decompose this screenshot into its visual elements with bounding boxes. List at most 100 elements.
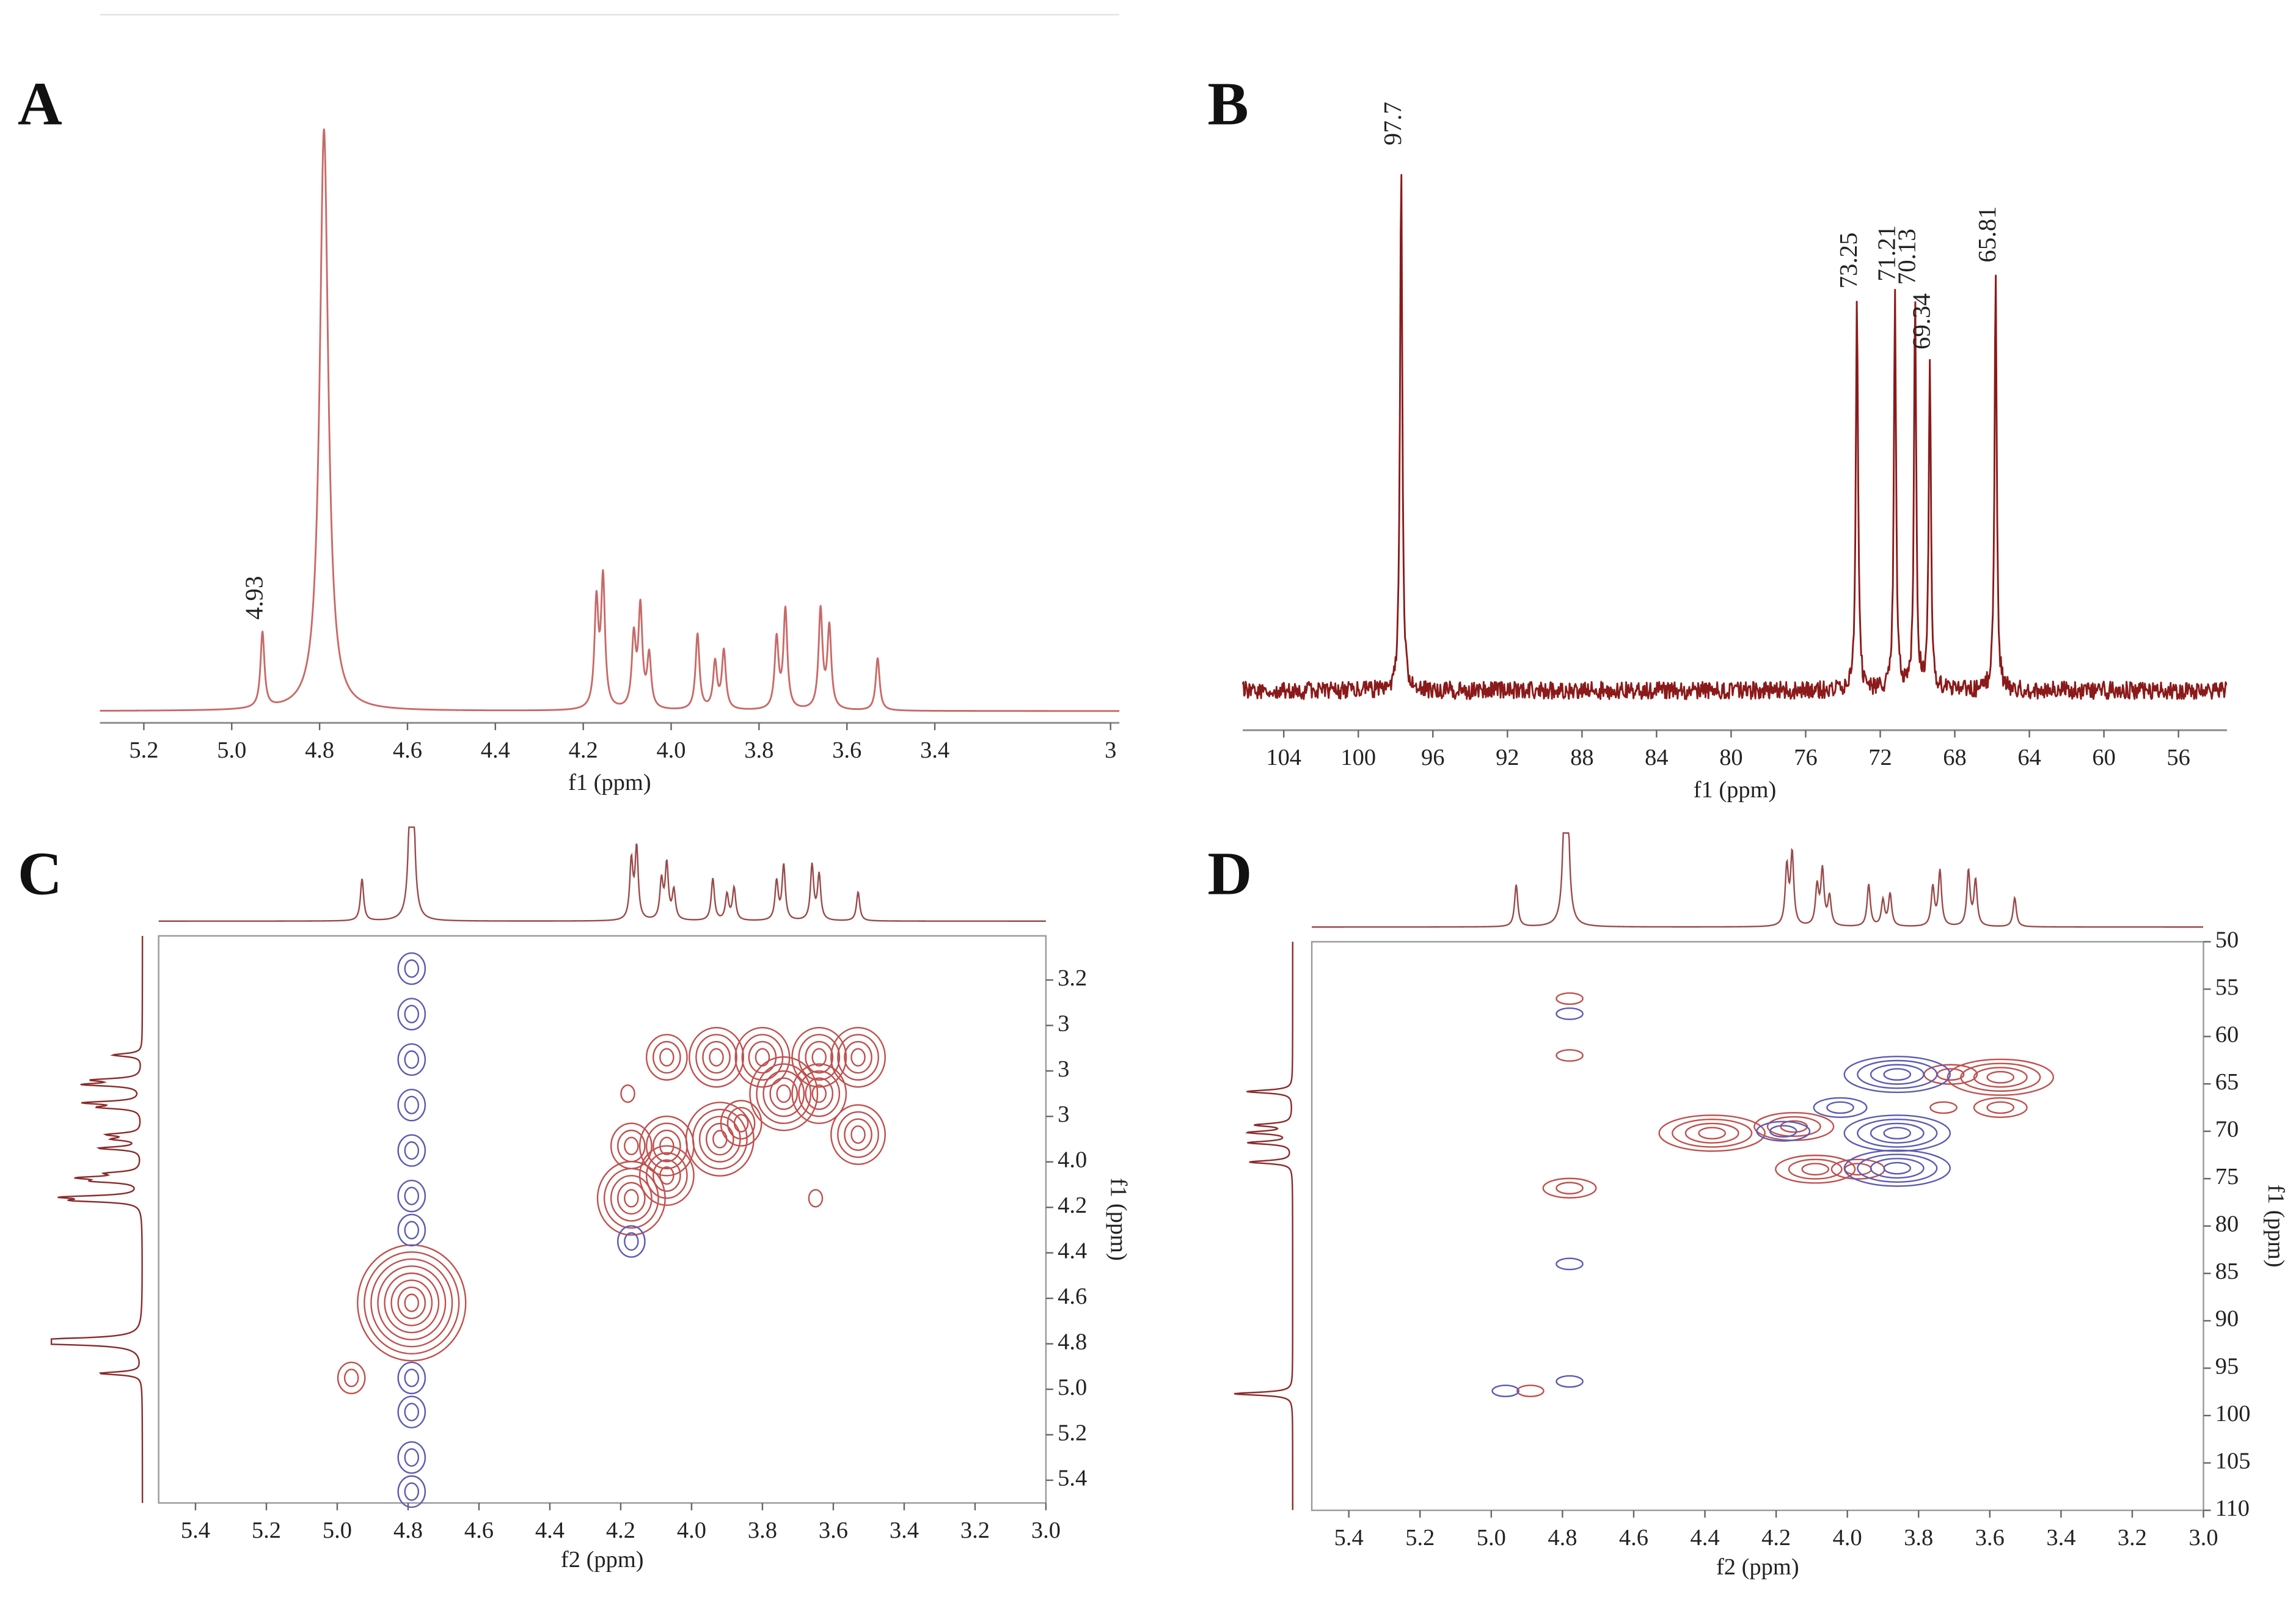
left-projection xyxy=(1234,941,1294,1510)
contour-peak xyxy=(1947,1058,2055,1096)
y-tick-label: 95 xyxy=(2215,1353,2239,1379)
contour-level xyxy=(837,1111,879,1158)
contour-level xyxy=(1766,1116,1821,1138)
contour-level xyxy=(748,1040,777,1074)
y-tick-label: 5.0 xyxy=(1058,1375,1087,1400)
contour-level xyxy=(645,1152,688,1199)
x-tick-label: 3.0 xyxy=(1031,1518,1061,1543)
x-tick-label: 3.2 xyxy=(2118,1525,2147,1551)
contour-level xyxy=(397,1395,426,1428)
contour-peak xyxy=(357,1244,467,1362)
peak-label: 4.93 xyxy=(240,576,268,620)
contour-peak xyxy=(749,1056,819,1131)
contour-peak xyxy=(397,1361,426,1395)
contour-level xyxy=(709,1048,724,1067)
spectrum-peak xyxy=(718,647,751,710)
contour-level xyxy=(397,1213,426,1247)
contour-level xyxy=(1883,1161,1912,1175)
contour-level xyxy=(1672,1118,1753,1148)
x-tick-label: 72 xyxy=(1868,745,1892,770)
peak-label: 70.13 xyxy=(1893,228,1920,285)
plot-frame xyxy=(158,935,1047,1504)
x-tick-label: 4.4 xyxy=(535,1518,565,1543)
y-tick-label: 110 xyxy=(2215,1496,2250,1521)
contour-level xyxy=(720,1100,762,1147)
contour-level xyxy=(1542,1177,1597,1199)
contour-peak xyxy=(397,1441,426,1474)
contour-level xyxy=(1556,1375,1584,1388)
contour-level xyxy=(404,1369,420,1387)
x-tick-label: 92 xyxy=(1496,745,1519,770)
contour-peak xyxy=(808,1189,824,1208)
contour-level xyxy=(805,1077,834,1110)
contour-level xyxy=(404,1141,420,1160)
x-tick-label: 56 xyxy=(2166,745,2190,770)
x-axis-label: f1 (ppm) xyxy=(1694,777,1777,803)
contour-peak xyxy=(397,952,426,985)
spectrum-peak xyxy=(824,621,854,710)
contour-level xyxy=(397,1179,426,1213)
peak-label: 65.81 xyxy=(1973,206,2001,263)
peak-label: 71.21 xyxy=(1873,225,1900,282)
contour-level xyxy=(1769,1125,1797,1138)
x-tick-label: 4.8 xyxy=(1548,1525,1577,1551)
contour-level xyxy=(1516,1384,1545,1398)
x-tick-label: 5.2 xyxy=(1405,1525,1435,1551)
left-projection xyxy=(50,935,144,1504)
contour-level xyxy=(689,1026,744,1088)
contour-peak xyxy=(1813,1097,1868,1118)
x-tick-label: 5.0 xyxy=(1477,1525,1506,1551)
x-tick-label: 3.2 xyxy=(960,1518,990,1543)
contour-level xyxy=(638,1145,695,1206)
contour-level xyxy=(749,1056,819,1131)
contour-level xyxy=(404,1293,420,1312)
y-axis-label: f1 (ppm) xyxy=(2263,1185,2289,1268)
contour-peak xyxy=(617,1225,646,1258)
y-tick-label: 75 xyxy=(2215,1164,2239,1190)
contour-level xyxy=(397,1441,426,1474)
x-tick-label: 4.6 xyxy=(464,1518,494,1543)
contour-level xyxy=(1960,1062,2041,1092)
spectrum-peak xyxy=(1875,288,1906,692)
x-tick-label: 84 xyxy=(1645,745,1668,770)
spectrum-peak xyxy=(1904,301,1924,679)
x-tick-label: 4.0 xyxy=(1833,1525,1862,1551)
contour-level xyxy=(1556,992,1584,1005)
x-tick-label: 3.4 xyxy=(920,737,949,763)
contour-peak xyxy=(1491,1384,1519,1398)
contour-level xyxy=(1973,1097,2028,1118)
contour-level xyxy=(1973,1067,2028,1088)
x-tick-label: 5.4 xyxy=(181,1518,210,1543)
y-axis-label: f1 (ppm) xyxy=(1105,1178,1131,1261)
x-tick-label: 3.6 xyxy=(1975,1525,2005,1551)
x-tick-label: 4.6 xyxy=(1619,1525,1648,1551)
spectrum-peak xyxy=(636,598,646,674)
x-tick-label: 3.0 xyxy=(2188,1525,2218,1551)
y-tick-label: 85 xyxy=(2215,1259,2239,1284)
contour-peak xyxy=(397,998,426,1031)
panel-label: C xyxy=(18,839,62,908)
x-tick-label: 4.2 xyxy=(606,1518,635,1543)
panel-label: D xyxy=(1207,839,1252,908)
spectrum-peak xyxy=(706,657,720,703)
x-tick-label: 96 xyxy=(1421,745,1444,770)
contour-level xyxy=(404,1221,420,1240)
contour-peak xyxy=(620,1084,635,1103)
y-tick-label: 100 xyxy=(2215,1401,2251,1427)
contour-level xyxy=(811,1084,827,1103)
contour-level xyxy=(397,952,426,985)
y-tick-label: 90 xyxy=(2215,1306,2239,1332)
contour-peak xyxy=(1753,1112,1835,1141)
x-tick-label: 5.4 xyxy=(1334,1525,1364,1551)
contour-level xyxy=(617,1130,646,1163)
x-tick-label: 5.0 xyxy=(323,1518,352,1543)
top-projection xyxy=(158,826,1046,922)
contour-level xyxy=(1684,1122,1739,1144)
x-tick-label: 60 xyxy=(2092,745,2115,770)
y-tick-label: 55 xyxy=(2215,974,2239,1000)
top-projection xyxy=(1312,832,2204,928)
contour-level xyxy=(653,1159,681,1192)
contour-peak xyxy=(337,1361,366,1395)
contour-level xyxy=(624,1136,639,1155)
